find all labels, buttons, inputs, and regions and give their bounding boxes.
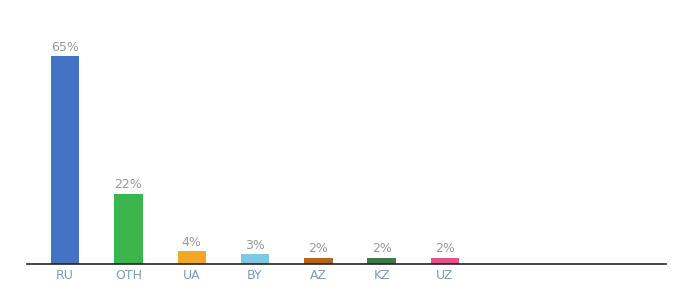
Text: 65%: 65% xyxy=(51,41,79,54)
Bar xyxy=(177,251,206,264)
Text: 2%: 2% xyxy=(372,242,392,255)
Text: 22%: 22% xyxy=(115,178,142,191)
Text: 2%: 2% xyxy=(309,242,328,255)
Bar xyxy=(430,258,459,264)
Bar xyxy=(241,254,269,264)
Text: 2%: 2% xyxy=(435,242,455,255)
Text: 3%: 3% xyxy=(245,239,265,252)
Bar xyxy=(51,56,80,264)
Text: 4%: 4% xyxy=(182,236,202,249)
Bar xyxy=(114,194,143,264)
Bar xyxy=(304,258,333,264)
Bar xyxy=(367,258,396,264)
